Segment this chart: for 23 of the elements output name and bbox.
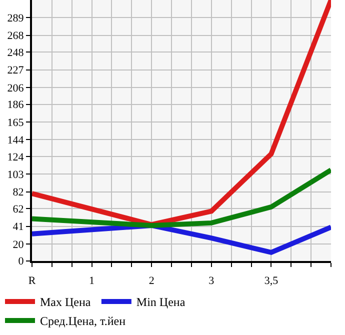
y-tick-label: 20	[12, 238, 24, 251]
legend-label: Max Цена	[40, 295, 92, 310]
x-tick-label: R	[28, 275, 36, 287]
y-tick-label: 62	[12, 203, 24, 216]
y-tick-label: 0	[18, 256, 24, 268]
y-tick-label: 103	[7, 169, 24, 181]
legend-label: Min Цена	[136, 295, 186, 310]
x-tick-label: 3	[208, 275, 215, 287]
y-tick-label: 206	[7, 82, 24, 94]
y-tick-label: 41	[12, 221, 24, 234]
y-tick-label: 227	[7, 64, 24, 77]
y-tick-label: 124	[7, 151, 24, 164]
y-tick-label: 289	[7, 12, 24, 25]
y-tick-label: 248	[7, 47, 24, 60]
y-tick-label: 144	[7, 134, 24, 146]
y-tick-label: 268	[7, 30, 24, 42]
y-tick-label: 186	[7, 99, 24, 112]
legend-label: Сред.Цена, т.йен	[40, 314, 126, 328]
x-tick-label: 1	[89, 275, 95, 287]
y-tick-label: 82	[12, 186, 24, 199]
y-tick-label: 165	[7, 116, 24, 129]
x-tick-label: 2	[148, 275, 154, 287]
x-tick-label: 3,5	[264, 275, 279, 287]
